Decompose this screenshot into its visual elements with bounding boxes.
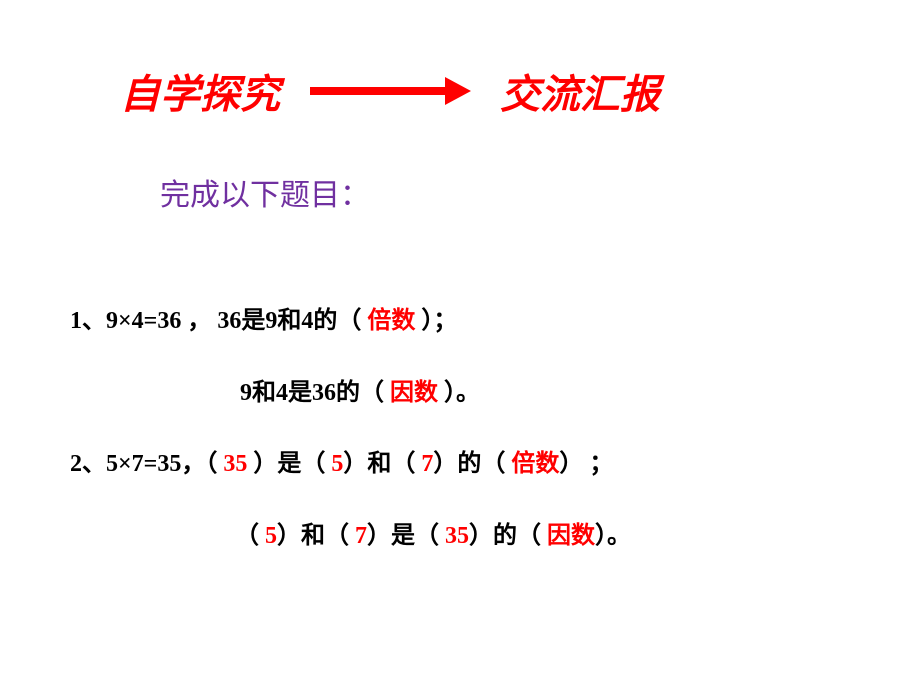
q1-line1-suffix: ）； [415, 308, 457, 334]
q2-l2-mid1: ）和（ [277, 523, 355, 549]
q2-l2-a1: 5 [265, 523, 277, 549]
q2-l1-mid3: ）的（ [433, 451, 511, 477]
q2-l2-prefix: （ [235, 523, 265, 549]
title-left: 自学探究 [120, 62, 280, 120]
q1-line2-answer: 因数 [390, 380, 438, 406]
title-right: 交流汇报 [500, 62, 660, 120]
q1-line1-answer: 倍数 [367, 308, 415, 334]
q2-l2-a3: 35 [445, 523, 469, 549]
q2-line2: （ 5）和（ 7）是（ 35）的（ 因数）。 [235, 520, 870, 554]
q2-l2-a2: 7 [355, 523, 367, 549]
q2-l1-mid1: ）是（ [247, 451, 331, 477]
q1-line1: 1、9×4=36 ， 36是9和4的（ 倍数 ）； [70, 305, 870, 339]
q2-l2-a4: 因数 [547, 523, 595, 549]
q2-l1-prefix: 2、5×7=35，（ [70, 451, 223, 477]
subtitle: 完成以下题目： [160, 170, 370, 214]
q2-l2-mid2: ）是（ [367, 523, 445, 549]
q2-line1: 2、5×7=35，（ 35 ）是（ 5）和（ 7）的（ 倍数） ； [70, 448, 870, 482]
arrow-head [445, 77, 471, 105]
q2-l1-suffix: ） ； [559, 451, 613, 477]
arrow-line [310, 87, 450, 95]
q1-line2-prefix: 9和4是36的（ [240, 380, 390, 406]
q1-line2: 9和4是36的（ 因数 ）。 [240, 377, 870, 411]
q1-line1-prefix: 1、9×4=36 ， 36是9和4的（ [70, 308, 367, 334]
q2-l1-a2: 5 [331, 451, 343, 477]
q2-l2-suffix: ）。 [595, 523, 631, 549]
q2-l1-mid2: ）和（ [343, 451, 421, 477]
q2-l1-a1: 35 [223, 451, 247, 477]
q2-l2-mid3: ）的（ [469, 523, 547, 549]
question-area: 1、9×4=36 ， 36是9和4的（ 倍数 ）； 9和4是36的（ 因数 ）。… [70, 305, 870, 553]
title-row: 自学探究 交流汇报 [120, 62, 660, 120]
q2-l1-a4: 倍数 [511, 451, 559, 477]
q2-l1-a3: 7 [421, 451, 433, 477]
arrow-icon [310, 81, 470, 101]
q1-line2-suffix: ）。 [438, 380, 480, 406]
